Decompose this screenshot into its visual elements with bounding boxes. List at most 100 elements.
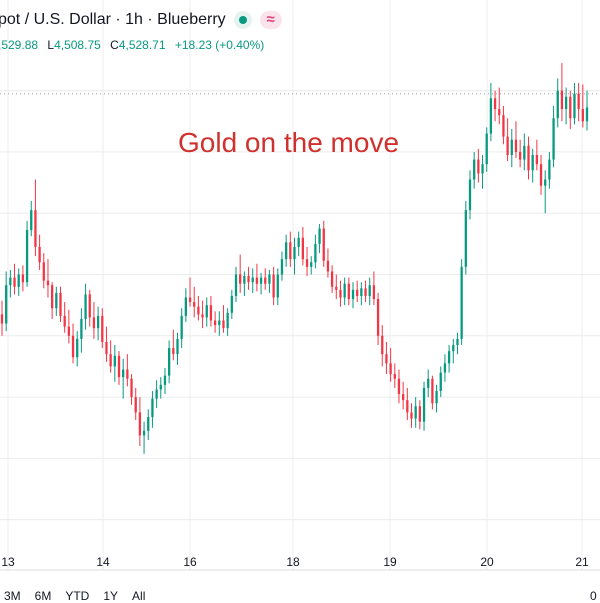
candle-body xyxy=(197,306,200,315)
candle-body xyxy=(527,145,530,171)
candle xyxy=(117,351,121,385)
candle-body xyxy=(88,294,91,318)
candle xyxy=(510,128,513,168)
candle-body xyxy=(539,164,543,186)
candle-body xyxy=(343,283,346,298)
candle xyxy=(548,151,551,189)
candle xyxy=(113,345,116,382)
candle-body xyxy=(84,294,87,319)
change-value: +18.23 (+0.40%) xyxy=(174,38,265,52)
candle-body xyxy=(585,107,589,122)
candle-body xyxy=(25,230,29,283)
candle xyxy=(63,302,66,333)
candle xyxy=(556,78,559,128)
candle-body xyxy=(255,277,259,284)
candle xyxy=(234,266,238,303)
candle xyxy=(523,133,526,171)
candle-body xyxy=(418,406,422,422)
chart-grid xyxy=(0,0,600,571)
candle xyxy=(101,308,104,349)
x-tick-label: 21 xyxy=(575,555,589,569)
candle-body xyxy=(489,98,493,134)
candle xyxy=(9,269,12,298)
candle-body xyxy=(531,155,534,171)
candle-body xyxy=(268,274,271,284)
symbol-title[interactable]: pot / U.S. Dollar · 1h · Blueberry xyxy=(0,11,226,28)
candle-body xyxy=(142,430,146,436)
candle xyxy=(268,269,271,293)
candle-body xyxy=(381,335,384,355)
candle-body xyxy=(406,400,409,413)
candle-body xyxy=(209,305,213,321)
candle-body xyxy=(468,179,472,211)
candle-body xyxy=(364,288,367,296)
candle xyxy=(0,300,4,336)
candle-body xyxy=(147,417,150,431)
candle xyxy=(105,326,108,362)
candle-body xyxy=(368,285,371,296)
candle xyxy=(201,300,204,329)
candle xyxy=(96,306,100,341)
candle-body xyxy=(447,351,451,364)
candle xyxy=(368,277,371,306)
candle xyxy=(284,234,288,267)
candle xyxy=(581,84,584,128)
candle xyxy=(213,311,217,333)
candle-body xyxy=(506,136,509,155)
candle xyxy=(67,309,71,344)
candle xyxy=(84,283,87,330)
candle xyxy=(330,265,334,293)
candle xyxy=(381,325,384,367)
candle-body xyxy=(464,210,467,267)
candle-body xyxy=(452,345,455,352)
candle-body xyxy=(498,109,501,116)
candle-body xyxy=(481,164,484,174)
high-value: ,529.88 xyxy=(0,38,39,52)
candle xyxy=(251,268,254,293)
candle-body xyxy=(339,289,342,298)
range-button-1y[interactable]: 1Y xyxy=(103,589,119,603)
candle xyxy=(435,384,438,413)
candle xyxy=(92,302,96,339)
range-button-6m[interactable]: 6M xyxy=(34,589,52,603)
candle-body xyxy=(397,378,401,395)
candle-body xyxy=(535,155,539,165)
candle-body xyxy=(9,277,12,286)
candle-body xyxy=(514,139,518,152)
range-button-3m[interactable]: 3M xyxy=(4,589,21,603)
candle-body xyxy=(318,228,321,244)
market-open-dot-icon xyxy=(233,11,252,29)
candle xyxy=(188,277,192,307)
candle-body xyxy=(518,151,522,160)
candle-body xyxy=(0,314,4,324)
candle-body xyxy=(393,374,396,379)
x-tick-label: 13 xyxy=(1,555,15,569)
candle-body xyxy=(577,93,580,110)
candle xyxy=(343,277,346,306)
candle-body xyxy=(80,318,83,339)
candle-body xyxy=(180,315,183,339)
candle-body xyxy=(117,355,121,378)
candle-body xyxy=(76,338,79,358)
candle-body xyxy=(573,93,576,119)
candle xyxy=(339,280,342,307)
range-button-all[interactable]: All xyxy=(132,589,146,603)
candle-body xyxy=(172,348,175,355)
candle-body xyxy=(439,372,442,391)
candle xyxy=(155,380,158,408)
candle-body xyxy=(569,96,572,119)
range-button-ytd[interactable]: YTD xyxy=(65,589,90,603)
candle-body xyxy=(297,237,300,247)
candle xyxy=(427,369,430,398)
candle-body xyxy=(247,276,250,283)
candle xyxy=(335,274,338,300)
candle-body xyxy=(272,274,275,298)
candle xyxy=(535,139,539,171)
candle xyxy=(151,390,154,428)
low-value: 4,508.75 xyxy=(54,38,101,52)
wave-indicator-icon[interactable]: ≈ xyxy=(259,11,282,29)
candle xyxy=(485,127,488,172)
candle-body xyxy=(259,277,263,284)
candle-body xyxy=(335,286,338,290)
candle-body xyxy=(322,228,325,261)
